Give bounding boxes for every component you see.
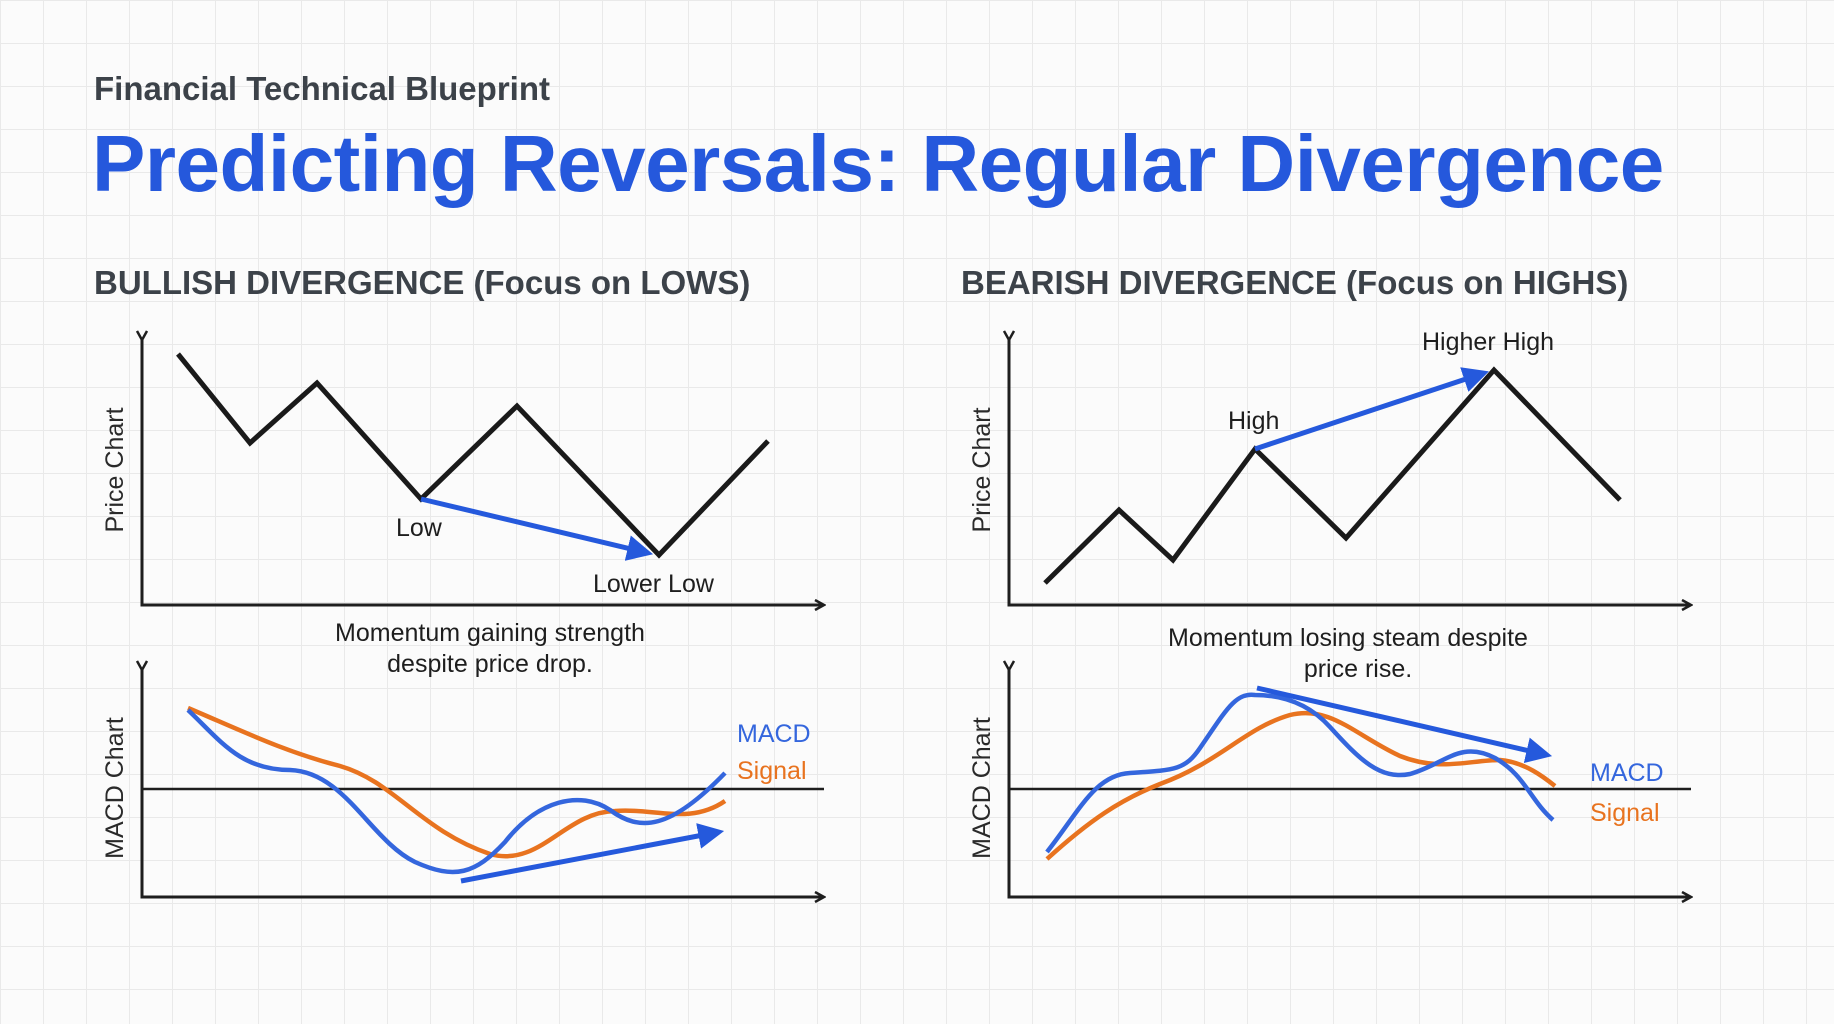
page-title: Predicting Reversals: Regular Divergence xyxy=(92,119,1664,208)
bullish-macd-legend: MACD xyxy=(737,720,811,748)
bullish-price-axis-label: Price Chart xyxy=(101,407,129,532)
bullish-low-label: Low xyxy=(396,514,443,542)
bearish-caption-line2: price rise. xyxy=(1304,655,1412,683)
bullish-macd-line xyxy=(186,708,727,875)
bearish-panel: Price Chart High Higher High Momentum lo… xyxy=(968,328,1691,897)
bullish-momentum-arrow xyxy=(460,823,725,884)
bullish-caption-line1: Momentum gaining strength xyxy=(335,619,645,647)
bearish-macd-axes xyxy=(1009,670,1691,897)
bearish-higher-high-label: Higher High xyxy=(1422,328,1554,356)
bullish-lower-low-arrow xyxy=(420,496,654,561)
bearish-macd-line xyxy=(1045,692,1555,854)
bearish-signal-line xyxy=(1045,710,1557,861)
bullish-price-line xyxy=(176,352,770,559)
bullish-lower-low-label: Lower Low xyxy=(593,570,715,598)
bullish-price-axes xyxy=(142,340,824,605)
bearish-macd-axis-label: MACD Chart xyxy=(968,717,996,859)
bullish-macd-axis-label: MACD Chart xyxy=(101,717,129,859)
bearish-price-axis-label: Price Chart xyxy=(968,407,996,532)
bearish-heading: BEARISH DIVERGENCE (Focus on HIGHS) xyxy=(961,264,1629,301)
bullish-heading: BULLISH DIVERGENCE (Focus on LOWS) xyxy=(94,264,751,301)
bearish-macd-legend: MACD xyxy=(1590,759,1664,787)
bullish-caption-line2: despite price drop. xyxy=(387,650,593,678)
bearish-caption-line1: Momentum losing steam despite xyxy=(1168,624,1528,652)
bearish-signal-legend: Signal xyxy=(1590,799,1660,827)
bearish-price-line xyxy=(1043,366,1622,585)
bullish-signal-legend: Signal xyxy=(737,757,807,785)
header-kicker: Financial Technical Blueprint xyxy=(94,70,550,107)
bullish-macd-axes xyxy=(142,670,824,897)
bearish-momentum-arrow xyxy=(1256,685,1553,763)
bearish-higher-high-arrow xyxy=(1254,367,1489,452)
bearish-price-axes xyxy=(1009,340,1691,605)
bullish-signal-line xyxy=(187,705,727,859)
bullish-panel: Price Chart Low Lower Low Momentum gaini… xyxy=(101,340,824,897)
bearish-high-label: High xyxy=(1228,407,1279,435)
